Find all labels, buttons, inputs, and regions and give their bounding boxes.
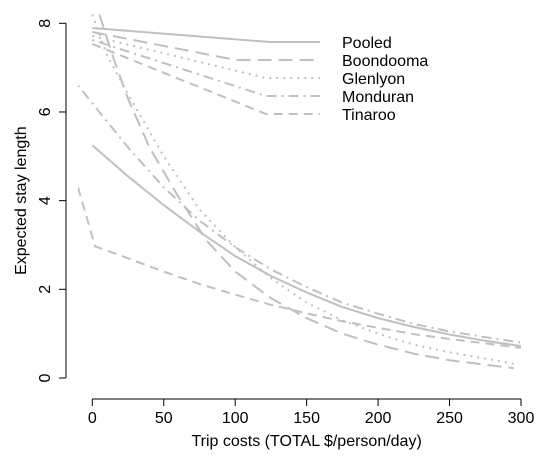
legend-label-boondooma: Boondooma [342, 53, 428, 70]
series-line-tinaroo [78, 187, 521, 349]
y-tick-label: 0 [37, 373, 54, 382]
legend-key-pooled [92, 27, 320, 43]
legend-key-boondooma [92, 31, 320, 61]
legend-label-monduran: Monduran [342, 89, 414, 106]
legend-label-glenlyon: Glenlyon [342, 71, 405, 88]
x-tick-label: 100 [222, 410, 249, 427]
x-axis-title: Trip costs (TOTAL $/person/day) [191, 433, 421, 450]
legend-key-tinaroo [91, 43, 320, 115]
chart-axes: 0 50 100 150 200 250 300 0 2 4 6 8 [37, 19, 534, 427]
legend-label-pooled: Pooled [342, 35, 392, 52]
legend-key-monduran [91, 39, 320, 97]
legend-label-tinaroo: Tinaroo [342, 107, 396, 124]
y-tick-label: 4 [37, 196, 54, 205]
series-line-glenlyon [91, 14, 515, 365]
x-tick-label: 200 [365, 410, 392, 427]
x-tick-label: 250 [436, 410, 463, 427]
y-axis-title: Expected stay length [13, 126, 30, 275]
y-tick-label: 8 [37, 19, 54, 28]
series-layer [78, 14, 521, 370]
series-line-pooled [91, 144, 521, 348]
y-tick-label: 6 [37, 107, 54, 116]
x-tick-label: 50 [155, 410, 173, 427]
x-tick-label: 0 [88, 410, 97, 427]
y-tick-label: 2 [37, 285, 54, 294]
series-line-monduran [78, 84, 521, 344]
x-tick-label: 300 [508, 410, 535, 427]
series-line-boondooma [98, 14, 515, 370]
x-tick-label: 150 [293, 410, 320, 427]
